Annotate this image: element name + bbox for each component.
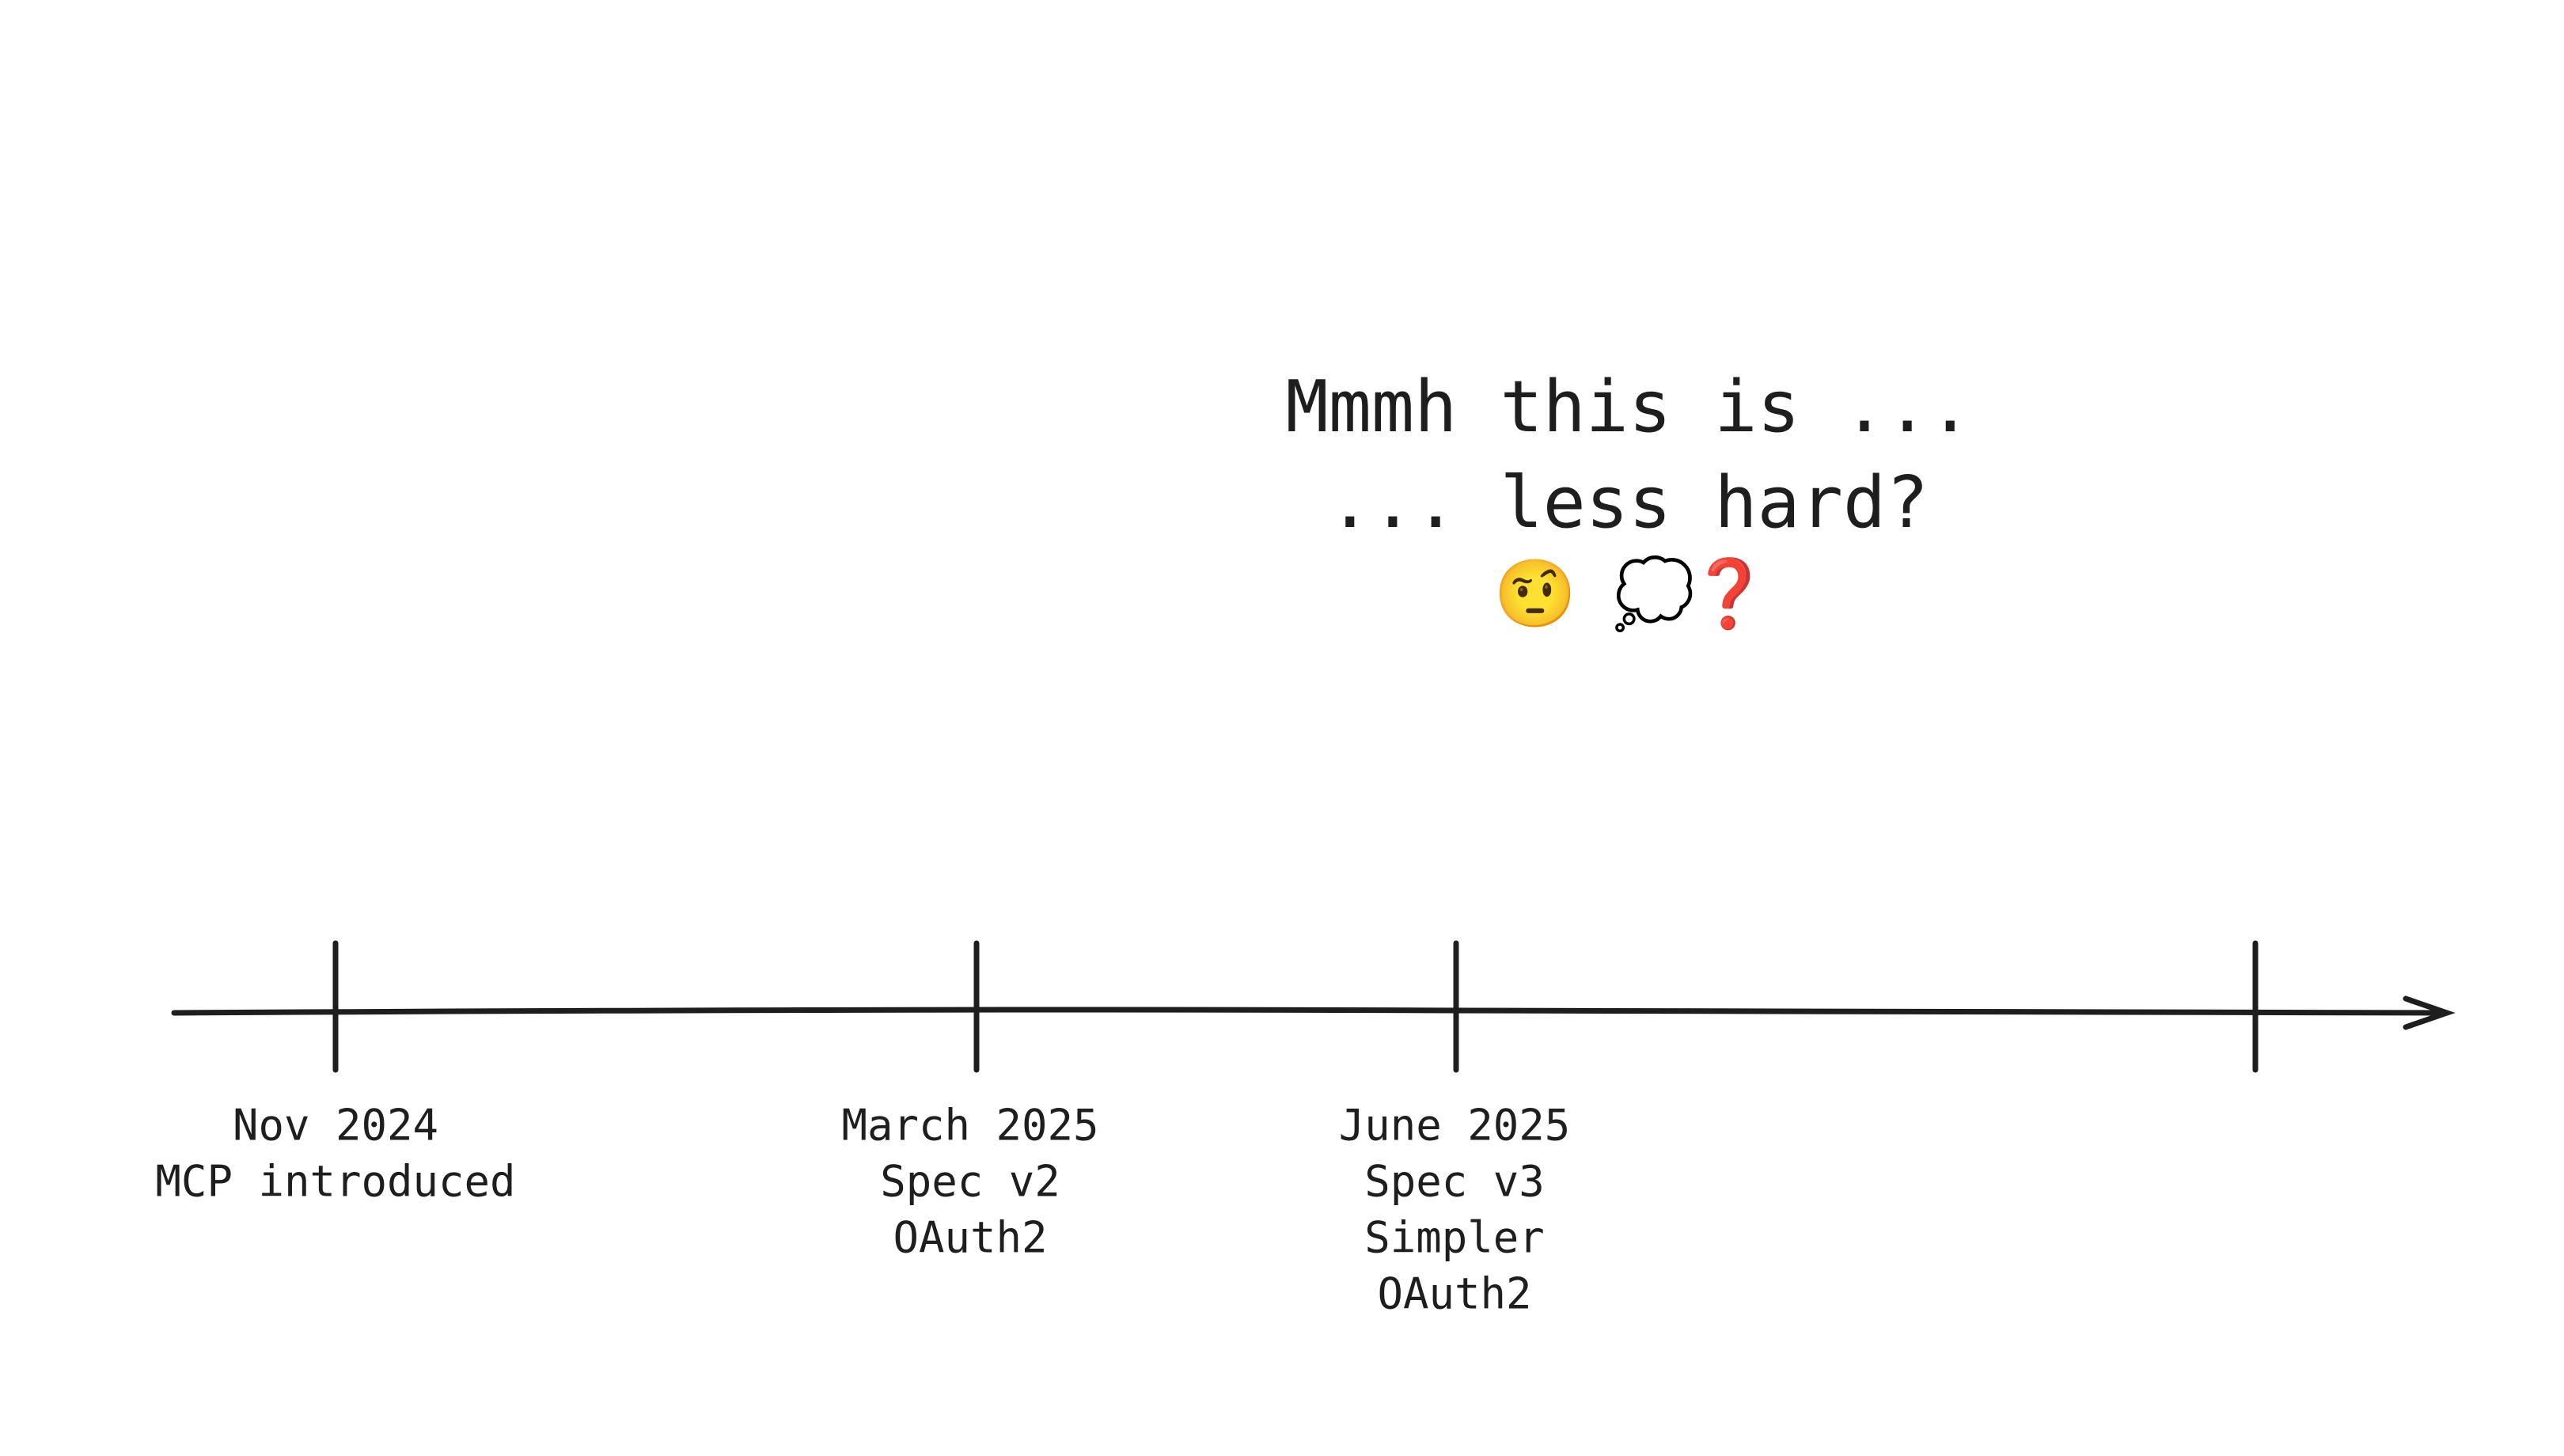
milestone-label: March 2025 (841, 1101, 1098, 1151)
milestone-label: Nov 2024 (233, 1101, 438, 1151)
milestone-label: Spec v3 (1364, 1157, 1545, 1207)
emoji: 🤨 (1494, 555, 1577, 632)
timeline-axis (171, 1007, 2448, 1016)
milestone-label: Simpler (1364, 1213, 1545, 1263)
headline-line: ... less hard? (1329, 461, 1929, 544)
headline-line: Mmmh this is ... (1286, 366, 1972, 449)
emoji: ❓ (1688, 555, 1771, 632)
milestone-label: OAuth2 (1377, 1269, 1531, 1319)
milestone-labels: Nov 2024 MCP introduced March 2025 Spec v2 O… (155, 1101, 1570, 1319)
emoji: 💭 (1613, 554, 1696, 633)
milestone-label: OAuth2 (893, 1213, 1047, 1263)
milestone-label: June 2025 (1339, 1101, 1571, 1151)
axis-arrowhead (2403, 995, 2456, 1030)
milestone-label: Spec v2 (880, 1157, 1060, 1207)
milestone-label: MCP introduced (155, 1157, 515, 1207)
